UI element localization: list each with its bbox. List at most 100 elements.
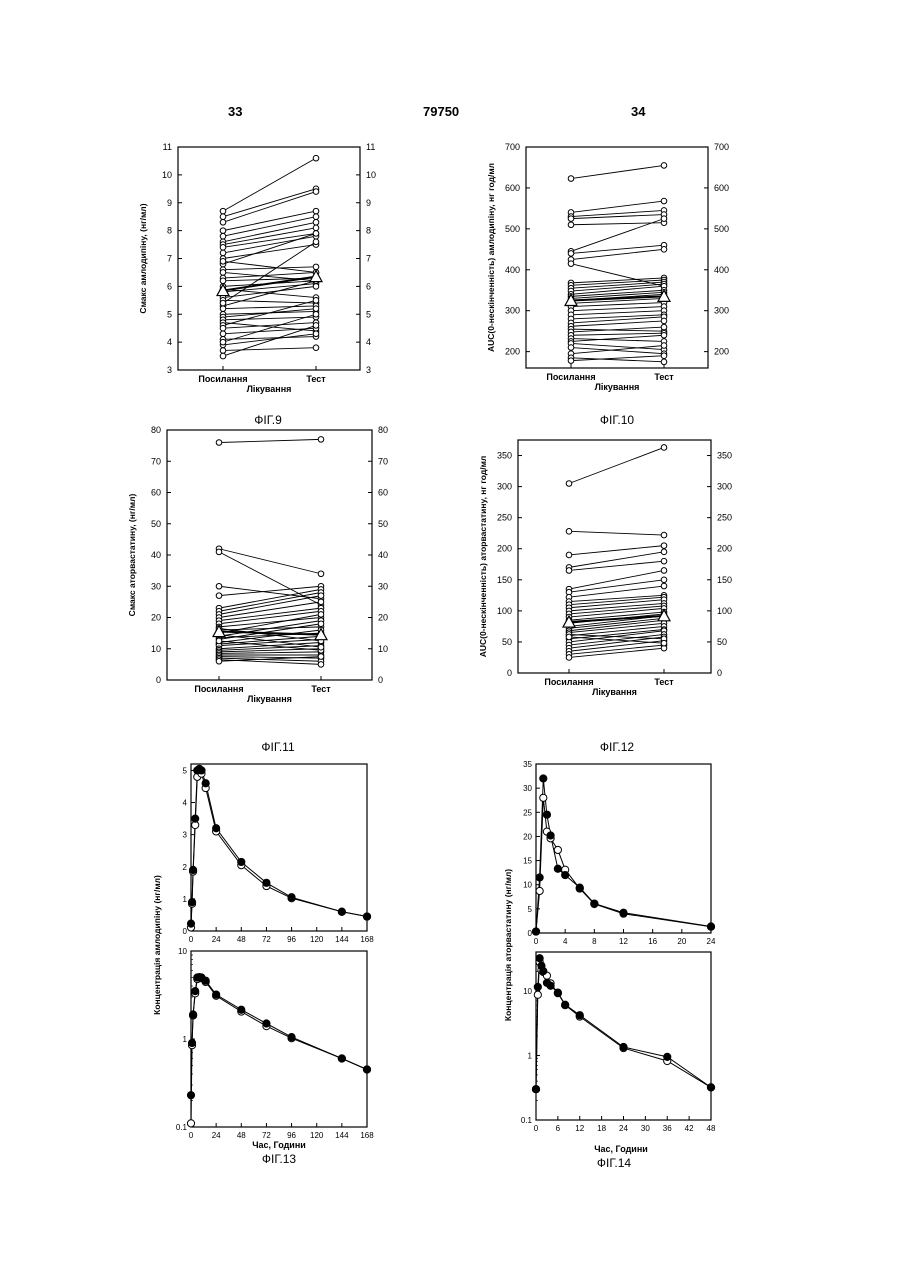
data-point-filled <box>188 1039 195 1046</box>
x-tick-label: 24 <box>707 937 716 946</box>
data-point <box>568 176 574 182</box>
data-point-filled <box>620 1043 627 1050</box>
y-tick-label: 6 <box>167 281 172 291</box>
data-point <box>318 599 324 605</box>
data-point <box>313 331 319 337</box>
data-point-open <box>540 794 547 801</box>
data-point <box>568 345 574 351</box>
y-tick-label-right: 80 <box>378 425 388 435</box>
y-tick-label: 600 <box>505 183 520 193</box>
subject-line <box>571 165 664 178</box>
y-tick-label: 250 <box>497 513 512 523</box>
data-point <box>318 654 324 660</box>
data-point <box>568 251 574 257</box>
figure-caption: ФІГ.12 <box>600 740 634 754</box>
y-tick-label-right: 300 <box>717 482 732 492</box>
x-tick-label: 42 <box>685 1124 694 1133</box>
x-tick-label: 0 <box>189 935 194 944</box>
data-point <box>313 345 319 351</box>
subject-line <box>223 217 316 237</box>
y-axis-title: Смакс амлодипіну, (нг/мл) <box>138 203 148 313</box>
data-point <box>216 549 222 555</box>
data-point <box>318 662 324 668</box>
subject-line <box>223 192 316 223</box>
y-tick-label-right: 250 <box>717 513 732 523</box>
data-point-filled <box>192 815 199 822</box>
x-category-label: Посилання <box>546 372 595 382</box>
data-point <box>318 437 324 443</box>
y-tick-label-right: 150 <box>717 575 732 585</box>
data-point <box>566 481 572 487</box>
subject-line <box>571 249 664 259</box>
y-tick-label-right: 100 <box>717 606 732 616</box>
y-tick-label: 10 <box>178 947 187 956</box>
linear-panel-frame <box>536 764 711 933</box>
data-point <box>661 324 667 330</box>
data-point-filled <box>189 866 196 873</box>
x-tick-label: 6 <box>556 1124 561 1133</box>
log-panel-frame <box>191 951 367 1127</box>
y-tick-label-right: 6 <box>366 281 371 291</box>
y-tick-label: 1 <box>528 1051 533 1060</box>
y-tick-label: 4 <box>167 337 172 347</box>
subject-line <box>223 348 316 351</box>
x-category-label: Тест <box>654 372 674 382</box>
plot-frame <box>526 147 708 368</box>
y-tick-label-right: 0 <box>717 668 722 678</box>
data-point-filled <box>202 977 209 984</box>
data-point <box>220 208 226 214</box>
data-point-open <box>187 1120 194 1127</box>
y-tick-label: 20 <box>523 832 532 841</box>
data-point-filled <box>620 909 627 916</box>
data-point <box>220 325 226 331</box>
y-tick-label-right: 350 <box>717 451 732 461</box>
x-category-label: Посилання <box>194 684 243 694</box>
x-tick-label: 8 <box>592 937 597 946</box>
data-point <box>313 214 319 220</box>
data-point <box>220 233 226 239</box>
y-tick-label: 7 <box>167 254 172 264</box>
data-point-filled <box>536 874 543 881</box>
y-tick-label-right: 5 <box>366 309 371 319</box>
figure-caption: ФІГ.14 <box>597 1156 631 1170</box>
x-axis-title: Лікування <box>247 694 292 704</box>
linear-panel-frame <box>191 764 367 931</box>
data-point <box>220 331 226 337</box>
subject-line <box>571 201 664 212</box>
data-point <box>313 208 319 214</box>
y-tick-label: 3 <box>167 365 172 375</box>
data-point <box>313 219 319 225</box>
y-tick-label-right: 500 <box>714 224 729 234</box>
x-tick-label: 96 <box>287 935 296 944</box>
log-panel-frame <box>536 952 711 1120</box>
data-point <box>566 634 572 640</box>
subject-line <box>223 211 316 231</box>
subject-line <box>571 333 664 335</box>
data-point <box>318 571 324 577</box>
x-tick-label: 144 <box>335 935 349 944</box>
data-point <box>661 216 667 222</box>
data-point <box>661 343 667 349</box>
x-category-label: Посилання <box>198 374 247 384</box>
data-point <box>661 577 667 583</box>
x-tick-label: 24 <box>212 935 221 944</box>
data-point <box>566 529 572 535</box>
subject-line <box>569 561 664 570</box>
x-tick-label: 72 <box>262 1131 271 1140</box>
subject-line <box>219 549 321 574</box>
data-point-filled <box>576 884 583 891</box>
y-tick-label-right: 200 <box>717 544 732 554</box>
data-point-filled <box>707 923 714 930</box>
y-tick-label-right: 600 <box>714 183 729 193</box>
data-point <box>661 543 667 549</box>
y-tick-label-right: 40 <box>378 550 388 560</box>
y-tick-label-right: 30 <box>378 581 388 591</box>
y-tick-label: 150 <box>497 575 512 585</box>
data-point <box>220 353 226 359</box>
y-tick-label-right: 300 <box>714 306 729 316</box>
data-point <box>220 250 226 256</box>
figure-caption: ФІГ.9 <box>254 413 282 427</box>
data-point <box>220 348 226 354</box>
x-axis-title: Лікування <box>592 687 637 697</box>
data-point <box>568 261 574 267</box>
